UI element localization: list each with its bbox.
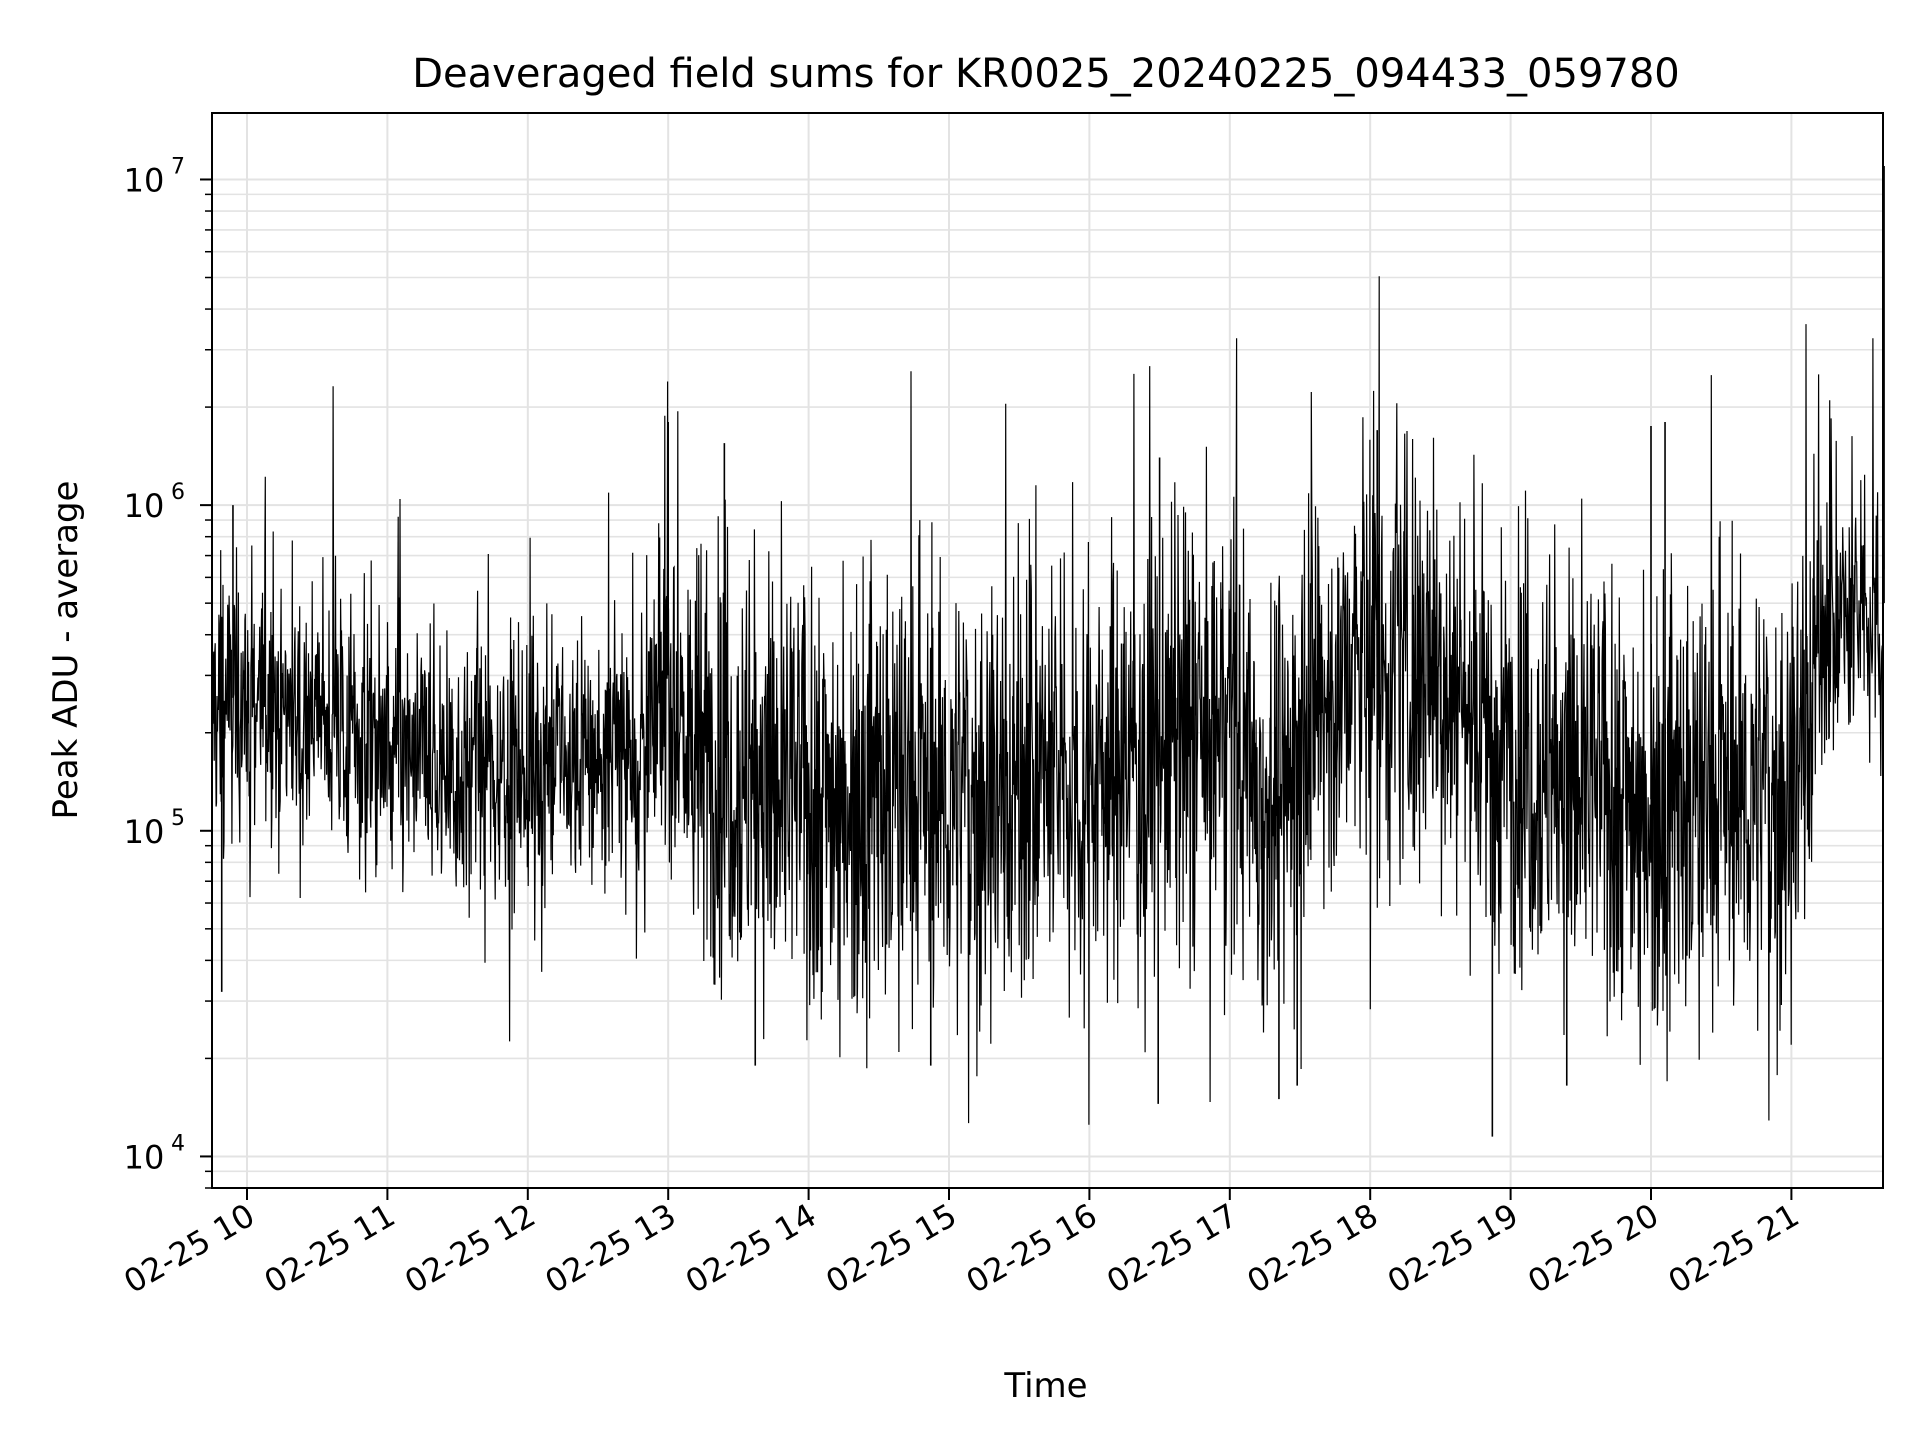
- plot-frame: [211, 112, 1884, 1189]
- y-tick-label-exponent: 7: [171, 154, 185, 179]
- x-axis-label: Time: [1003, 1366, 1087, 1406]
- y-tick-label: 10: [124, 161, 165, 199]
- y-tick-label-exponent: 5: [171, 806, 185, 831]
- series-line: [211, 276, 1885, 1125]
- y-tick-label: 10: [124, 1138, 165, 1176]
- y-tick-label-exponent: 4: [171, 1131, 185, 1156]
- chart-title: Deaveraged field sums for KR0025_2024022…: [412, 51, 1680, 97]
- y-tick-label: 10: [124, 487, 165, 525]
- y-tick-label: 10: [124, 813, 165, 851]
- y-tick-label-exponent: 6: [171, 480, 185, 505]
- series-layer: [211, 165, 1885, 1137]
- y-axis-label: Peak ADU - average: [46, 481, 86, 820]
